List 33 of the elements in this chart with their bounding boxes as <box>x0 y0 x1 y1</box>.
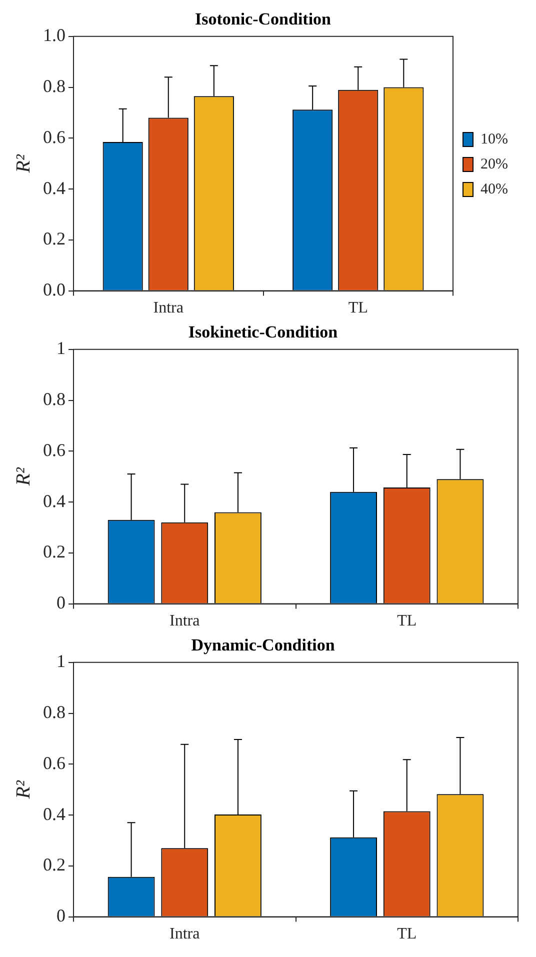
legend-label: 10% <box>480 131 508 148</box>
y-tick-label: 0.8 <box>43 76 66 96</box>
y-axis-title: R² <box>12 466 34 487</box>
x-tick-label: TL <box>348 300 368 317</box>
legend-label: 40% <box>480 181 508 198</box>
y-tick-label: 0 <box>56 592 66 613</box>
chart-title: Isokinetic-Condition <box>188 322 338 342</box>
y-tick-label: 0.2 <box>43 542 66 562</box>
y-tick-label: 0.8 <box>43 702 66 722</box>
y-tick-label: 0.4 <box>43 178 66 198</box>
y-tick-label: 0.6 <box>43 126 66 147</box>
x-tick-label: Intra <box>170 612 200 630</box>
x-tick-label: Intra <box>170 926 200 943</box>
x-tick-label: Intra <box>153 300 184 317</box>
y-tick-label: 1 <box>56 338 66 358</box>
y-axis-title: R² <box>12 153 34 174</box>
y-tick-label: 0.4 <box>43 804 66 824</box>
chart-title: Dynamic-Condition <box>191 636 336 655</box>
x-tick-label: TL <box>397 612 417 630</box>
legend-label: 20% <box>480 156 508 172</box>
y-tick-label: 0.8 <box>43 389 66 410</box>
y-tick-label: 0.6 <box>43 752 66 773</box>
y-tick-label: 0.0 <box>43 280 66 300</box>
y-tick-label: 0 <box>56 906 66 926</box>
y-tick-label: 0.4 <box>43 490 66 511</box>
x-tick-label: TL <box>397 926 417 943</box>
y-tick-label: 0.2 <box>43 228 66 249</box>
y-tick-label: 1 <box>56 651 66 672</box>
chart-title: Isotonic-Condition <box>194 10 332 29</box>
y-tick-label: 0.6 <box>43 440 66 460</box>
y-axis-title: R² <box>12 779 34 800</box>
y-tick-label: 1.0 <box>43 25 66 46</box>
y-tick-label: 0.2 <box>43 854 66 875</box>
